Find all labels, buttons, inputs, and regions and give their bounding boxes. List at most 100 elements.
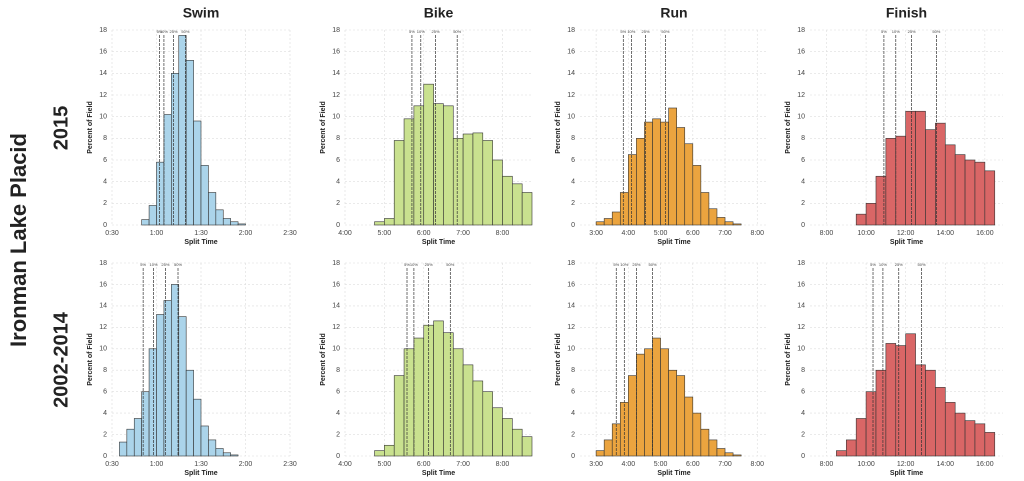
bar — [660, 348, 669, 457]
y-tick-label: 12 — [797, 92, 805, 99]
y-tick-label: 8 — [571, 135, 575, 142]
x-tick-label: 4:00 — [622, 230, 636, 237]
bar — [443, 105, 454, 226]
bar — [636, 138, 645, 226]
percentile-label: 25% — [432, 29, 440, 34]
y-tick-label: 14 — [797, 70, 805, 77]
bar — [716, 217, 726, 226]
x-tick-label: 0:30 — [105, 230, 119, 237]
bar — [668, 369, 677, 457]
y-tick-label: 2 — [336, 200, 340, 207]
y-tick-label: 0 — [571, 453, 575, 460]
y-tick-label: 14 — [99, 70, 107, 77]
bar — [502, 175, 513, 226]
y-tick-label: 2 — [571, 200, 575, 207]
bar — [954, 412, 966, 457]
bar — [700, 192, 710, 226]
bar — [163, 114, 172, 226]
bar — [984, 170, 996, 226]
bar — [521, 192, 533, 226]
bar — [611, 211, 621, 226]
y-tick-label: 10 — [332, 346, 340, 353]
x-tick-label: 2:30 — [283, 230, 297, 237]
x-tick-label: 8:00 — [750, 461, 764, 468]
y-tick-label: 6 — [571, 157, 575, 164]
y-tick-label: 16 — [797, 49, 805, 56]
bar — [148, 348, 157, 457]
bar — [423, 83, 434, 226]
x-tick-label: 12:00 — [897, 230, 915, 237]
bar — [905, 333, 916, 457]
bar — [724, 221, 734, 226]
y-tick-label: 0 — [571, 222, 575, 229]
bar — [836, 450, 847, 457]
panel: 0 2 4 6 8 10 12 14 16 18 0:30 1:00 1:30 2:00 2:30 5%10%… — [87, 5, 297, 246]
x-tick-label: 2:00 — [239, 230, 253, 237]
bar — [222, 452, 231, 457]
bar — [215, 209, 224, 226]
bar — [954, 154, 966, 226]
bar — [403, 348, 415, 457]
bar — [732, 454, 742, 457]
bar — [193, 398, 202, 457]
bar — [603, 218, 613, 226]
y-tick-label: 6 — [336, 389, 340, 396]
bar — [119, 441, 128, 457]
x-tick-label: 12:00 — [897, 461, 915, 468]
y-tick-label: 12 — [99, 92, 107, 99]
y-tick-label: 14 — [567, 303, 575, 310]
bar — [200, 165, 209, 226]
bar — [855, 213, 867, 226]
y-tick-label: 8 — [801, 367, 805, 374]
y-tick-label: 10 — [797, 346, 805, 353]
x-tick-label: 1:00 — [150, 461, 164, 468]
bar — [462, 364, 474, 457]
bar — [724, 452, 734, 457]
x-tick-label: 16:00 — [976, 230, 994, 237]
x-tick-label: 0:30 — [105, 461, 119, 468]
y-tick-label: 4 — [103, 179, 107, 186]
bar — [684, 143, 694, 226]
bar — [443, 332, 454, 457]
y-tick-label: 18 — [567, 27, 575, 34]
bar — [185, 60, 194, 226]
bar — [141, 219, 150, 226]
bar — [482, 140, 493, 226]
y-tick-label: 10 — [332, 114, 340, 121]
row-label: 2015 — [50, 106, 72, 151]
y-tick-label: 4 — [571, 410, 575, 417]
y-tick-label: 16 — [99, 281, 107, 288]
y-tick-label: 18 — [797, 27, 805, 34]
x-tick-label: 4:00 — [622, 461, 636, 468]
y-tick-label: 12 — [797, 324, 805, 331]
y-tick-label: 6 — [103, 389, 107, 396]
figure-title: Ironman Lake Placid — [6, 133, 31, 347]
bar — [865, 391, 877, 457]
percentile-label: 50% — [661, 29, 669, 34]
percentile-label: 5% — [157, 29, 163, 34]
x-tick-label: 8:00 — [496, 230, 510, 237]
bar — [732, 223, 742, 226]
bar — [875, 175, 887, 226]
bar — [171, 284, 180, 457]
percentile-label: 5% — [881, 29, 887, 34]
bar — [885, 343, 897, 457]
bar — [193, 120, 202, 226]
bar — [384, 218, 395, 226]
chart-title: Finish — [886, 5, 927, 21]
y-tick-label: 12 — [332, 92, 340, 99]
bar — [403, 118, 415, 226]
percentile-label: 50% — [453, 29, 461, 34]
bar — [482, 391, 493, 457]
bar — [141, 391, 150, 457]
y-tick-label: 4 — [336, 410, 340, 417]
bar — [595, 221, 605, 226]
percentile-label: 50% — [932, 29, 940, 34]
bar — [692, 412, 702, 457]
bar — [944, 144, 956, 226]
bar — [628, 154, 637, 226]
percentile-label: 50% — [181, 29, 189, 34]
bar — [855, 418, 867, 457]
y-tick-label: 12 — [567, 92, 575, 99]
